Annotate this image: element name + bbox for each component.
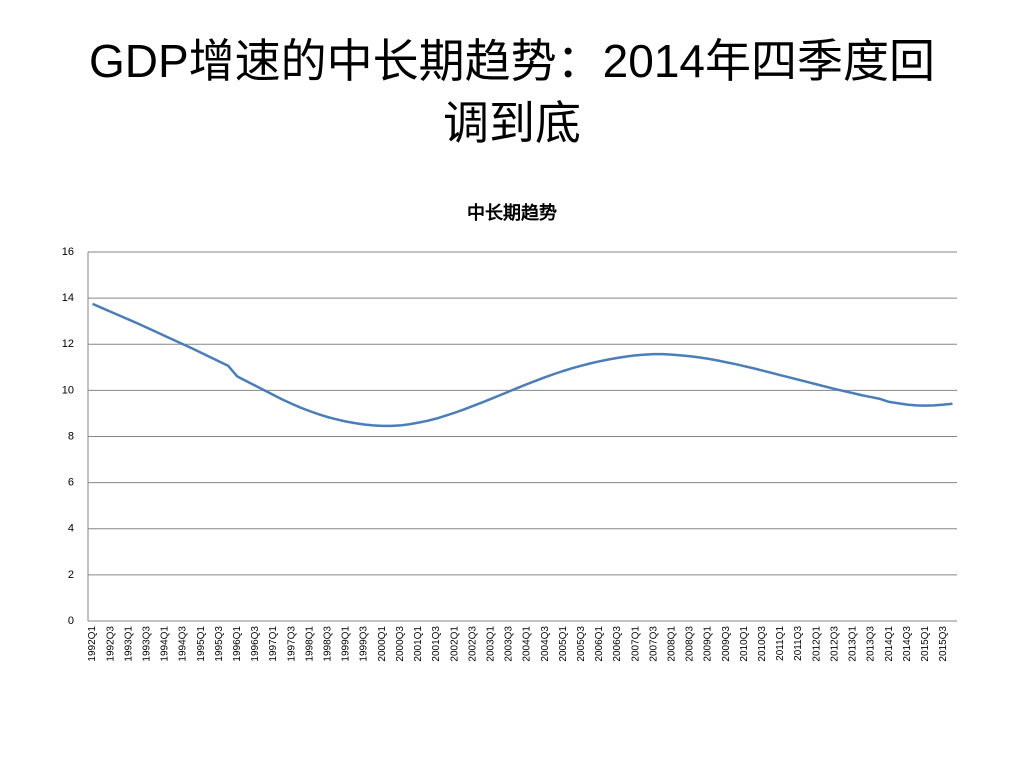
y-tick-label: 16 bbox=[62, 246, 74, 258]
x-tick-label: 1995Q1 bbox=[196, 626, 207, 662]
x-tick-label: 1998Q3 bbox=[323, 626, 334, 662]
x-tick-label: 2007Q1 bbox=[630, 626, 641, 662]
y-tick-label: 14 bbox=[62, 292, 74, 304]
y-tick-label: 8 bbox=[68, 430, 74, 442]
x-tick-label: 2012Q1 bbox=[811, 626, 822, 662]
x-tick-label: 2006Q3 bbox=[612, 626, 623, 662]
x-tick-label: 2008Q1 bbox=[667, 626, 678, 662]
x-tick-label: 2009Q1 bbox=[703, 626, 714, 662]
x-tick-label: 1993Q1 bbox=[123, 626, 134, 662]
x-tick-label: 1994Q1 bbox=[160, 626, 171, 662]
x-tick-label: 2005Q3 bbox=[576, 626, 587, 662]
x-tick-label: 1994Q3 bbox=[178, 626, 189, 662]
y-tick-label: 12 bbox=[62, 338, 74, 350]
y-tick-label: 10 bbox=[62, 384, 74, 396]
x-tick-label: 2010Q1 bbox=[739, 626, 750, 662]
y-tick-label: 0 bbox=[68, 615, 74, 627]
x-tick-label: 2001Q3 bbox=[431, 626, 442, 662]
x-tick-label: 2009Q3 bbox=[721, 626, 732, 662]
x-tick-label: 2013Q3 bbox=[866, 626, 877, 662]
y-tick-label: 4 bbox=[68, 523, 74, 535]
x-tick-label: 2006Q1 bbox=[594, 626, 605, 662]
x-tick-label: 2002Q1 bbox=[449, 626, 460, 662]
x-tick-label: 1995Q3 bbox=[214, 626, 225, 662]
x-tick-label: 2003Q3 bbox=[504, 626, 515, 662]
x-tick-label: 1992Q1 bbox=[87, 626, 98, 662]
x-tick-label: 1997Q1 bbox=[268, 626, 279, 662]
chart-title: 中长期趋势 bbox=[467, 202, 557, 223]
x-tick-label: 2000Q3 bbox=[395, 626, 406, 662]
x-tick-label: 2003Q1 bbox=[485, 626, 496, 662]
x-tick-label: 2011Q1 bbox=[775, 626, 786, 661]
x-tick-label: 2012Q3 bbox=[829, 626, 840, 662]
x-tick-label: 2015Q1 bbox=[920, 626, 931, 662]
x-tick-label: 2000Q1 bbox=[377, 626, 388, 662]
x-tick-label: 1993Q3 bbox=[141, 626, 152, 662]
x-tick-label: 1997Q3 bbox=[286, 626, 297, 662]
slide-title: GDP增速的中长期趋势：2014年四季度回调到底 bbox=[88, 35, 935, 149]
x-tick-label: 1996Q3 bbox=[250, 626, 261, 662]
x-tick-label: 2007Q3 bbox=[648, 626, 659, 662]
x-tick-label: 2013Q1 bbox=[848, 626, 859, 662]
x-tick-label: 2005Q1 bbox=[558, 626, 569, 662]
x-tick-label: 2014Q1 bbox=[884, 626, 895, 662]
x-tick-label: 2008Q3 bbox=[685, 626, 696, 662]
x-tick-label: 2004Q1 bbox=[522, 626, 533, 662]
x-tick-label: 1996Q1 bbox=[232, 626, 243, 662]
line-series bbox=[92, 302, 953, 428]
x-tick-label: 1998Q1 bbox=[304, 626, 315, 662]
x-tick-label: 2001Q1 bbox=[413, 626, 424, 662]
y-tick-label: 2 bbox=[68, 569, 74, 581]
x-tick-label: 1999Q1 bbox=[341, 626, 352, 662]
x-tick-label: 2014Q3 bbox=[902, 626, 913, 662]
x-tick-label: 2004Q3 bbox=[540, 626, 551, 662]
x-tick-label: 2015Q3 bbox=[938, 626, 949, 662]
x-tick-label: 2011Q3 bbox=[793, 626, 804, 661]
x-tick-label: 1999Q3 bbox=[359, 626, 370, 662]
x-tick-label: 1992Q3 bbox=[105, 626, 116, 662]
x-tick-label: 2002Q3 bbox=[467, 626, 478, 662]
x-tick-label: 2010Q3 bbox=[757, 626, 768, 662]
y-tick-label: 6 bbox=[68, 477, 74, 489]
